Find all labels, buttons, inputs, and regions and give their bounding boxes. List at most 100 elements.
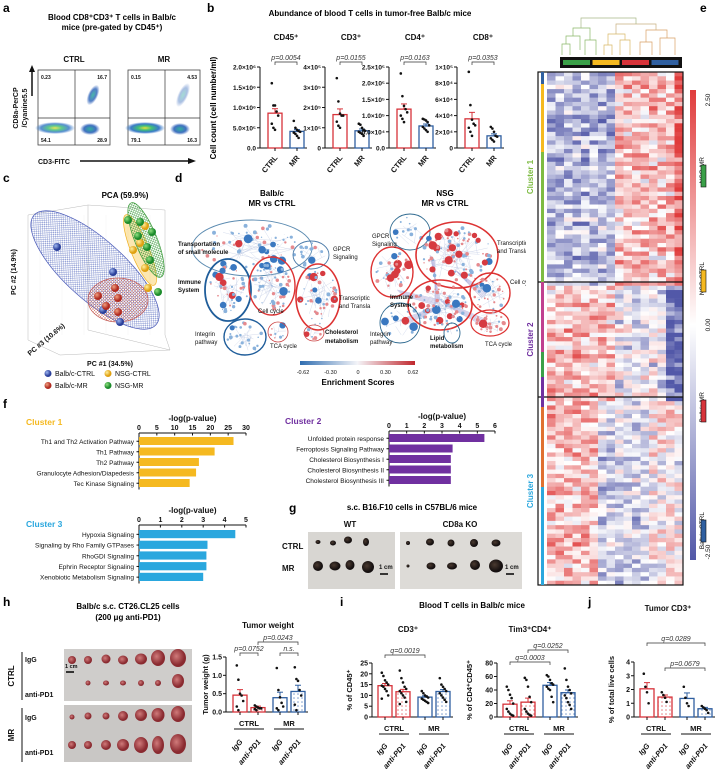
heatmap-cell [581,388,590,393]
network-edge [271,277,273,286]
heatmap-cell [555,324,565,329]
network-nsg-subtitle: MR vs CTRL [421,199,468,208]
heatmap-cell [623,221,633,227]
network-edge [429,300,436,304]
heatmap-cell [581,482,590,487]
heatmap-cell [657,525,667,530]
heatmap-cell [598,307,607,312]
heatmap-cell [640,166,650,171]
network-edge [488,277,498,293]
heatmap-cell [589,456,599,462]
heatmap-cell [581,345,590,351]
heatmap-cell [674,384,684,389]
row-label-igg: IgG [25,715,37,722]
network-node [432,273,437,278]
heatmap-cell [666,89,675,94]
bar-2 [139,551,207,560]
heatmap-cell [632,422,641,428]
network-node [279,295,283,299]
heatmap-cell [555,319,565,325]
heatmap-cell [640,482,650,487]
x-tick-label: IgG [540,741,555,756]
data-point [467,70,471,74]
heatmap-cell [657,358,667,363]
heatmap-cell [640,396,650,402]
network-cluster-outline [267,321,289,343]
tumor [362,561,374,573]
heatmap-cell [606,174,616,180]
group-label: CTRL [509,724,529,733]
heatmap-cell [547,140,556,145]
heatmap-cell [589,328,599,334]
heatmap-cell [623,529,633,534]
heatmap-cell [632,319,641,325]
network-node [456,329,459,332]
heatmap-cell [615,76,624,81]
network-node [419,294,423,297]
heatmap-cell [589,208,599,214]
bar-4 [389,476,451,484]
heatmap-cell [547,76,556,81]
heatmap-cell [598,546,607,552]
heatmap-cell [606,234,616,240]
heatmap-cell [564,264,573,269]
network-node [453,270,456,273]
heatmap-cell [547,131,556,137]
heatmap-cell [581,572,590,577]
heatmap-cell [623,247,633,252]
dendrogram-branch [639,41,653,55]
tumor [406,564,410,568]
network-edge [381,256,405,280]
heatmap-cell [657,144,667,150]
network-edge [444,245,449,253]
heatmap-cell [640,332,650,338]
x-tick-label: 10 [171,425,179,432]
network-edge [450,328,453,330]
heatmap-cell [623,482,633,487]
tumor [313,561,323,571]
heatmap-cell [632,550,641,556]
heatmap-cell [606,213,616,218]
data-point [240,694,243,697]
heatmap-cell [674,106,684,111]
heatmap-cell [572,529,582,534]
heatmap-cell [623,422,633,428]
network-edge [270,237,272,243]
heatmap-cell [598,354,607,359]
heatmap-cell [623,469,633,475]
data-point [275,666,279,670]
heatmap-cell [581,166,590,171]
heatmap-cell [606,392,616,398]
heatmap-cell [581,328,590,334]
heatmap-cell [666,260,675,265]
heatmap-cell [572,559,582,564]
network-node [488,322,492,326]
heatmap-cell [640,478,650,483]
network-node [301,254,305,259]
pathway-label: Cholesterol Biosynthesis I [309,457,384,464]
heatmap-cell [674,550,684,556]
heatmap-cell [674,230,684,235]
network-edge [395,326,402,335]
network-node [269,333,273,337]
bar-0 [396,108,412,149]
heatmap-cell [606,426,616,432]
heatmap-cell [555,456,565,462]
data-point [295,677,298,681]
heatmap-cell [564,362,573,368]
heatmap-cell [555,255,565,261]
network-edge [314,276,322,283]
tumor [344,536,352,544]
heatmap-cell [657,422,667,428]
heatmap-cell [640,221,650,227]
heatmap-cell [632,195,641,201]
heatmap-cell [649,341,658,346]
network-node [313,336,318,340]
heatmap-cell [623,490,633,496]
heatmap-cell [615,208,624,214]
heatmap-cell [572,495,582,500]
scale-bar-label: 1 cm [505,565,519,571]
heatmap-cell [615,101,624,107]
heatmap-cell [555,418,565,423]
network-node [452,255,455,258]
